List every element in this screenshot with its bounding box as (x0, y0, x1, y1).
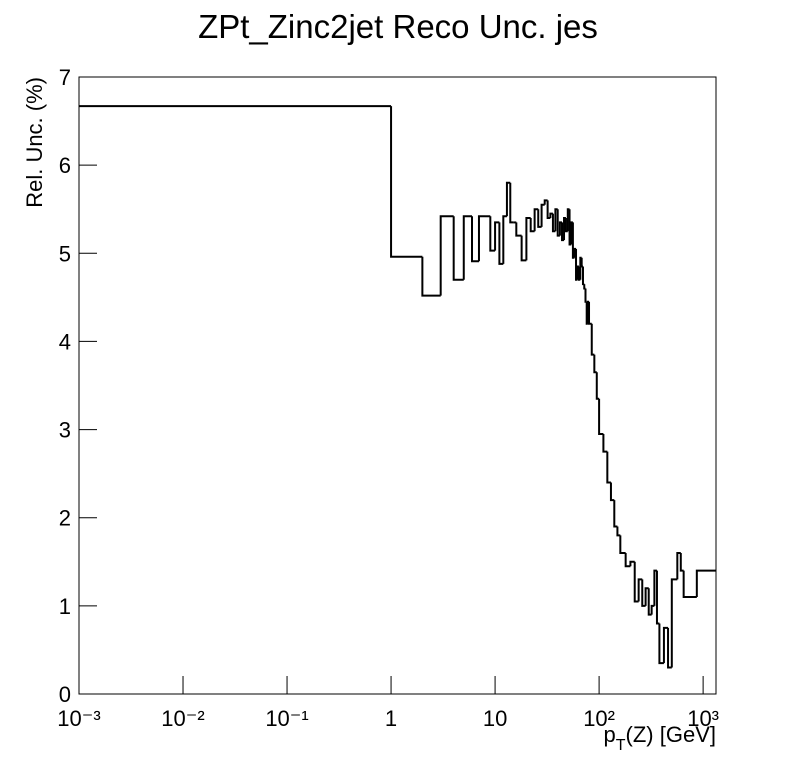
histogram-bin (577, 266, 581, 281)
x-tick-label: 1 (385, 706, 397, 731)
histogram-bin (566, 208, 570, 232)
histogram-bin (390, 106, 423, 258)
y-axis-label: Rel. Unc. (%) (22, 77, 47, 208)
histogram-bin (537, 209, 542, 228)
histogram-bin (462, 215, 473, 280)
histogram-bin (494, 221, 500, 251)
histogram-bin (676, 551, 681, 580)
x-label-sub: T (616, 737, 626, 754)
x-axis-label: pT(Z) [GeV] (604, 722, 716, 754)
histogram-bin (498, 222, 504, 265)
histogram-bin (580, 257, 583, 268)
x-tick-label: 10 (483, 706, 507, 731)
histogram-bin (598, 398, 604, 435)
histogram-bin (452, 216, 464, 281)
y-tick-label: 4 (59, 329, 71, 354)
histogram-bin (606, 451, 611, 484)
histogram-bin (509, 182, 514, 224)
histogram-bin (586, 300, 590, 324)
histogram-bin (641, 579, 646, 607)
x-label-rest: (Z) [GeV] (626, 722, 716, 747)
histogram-bin (515, 222, 522, 237)
histogram-bin (549, 212, 553, 219)
histogram-bin (575, 248, 578, 281)
x-label-main: p (604, 722, 616, 747)
x-tick-label: 10⁻² (161, 706, 204, 731)
histogram-bin (421, 256, 441, 297)
x-tick-label: 10³ (687, 706, 719, 731)
x-tick-label: 10⁻¹ (265, 706, 308, 731)
histogram-bin (533, 208, 539, 232)
histogram-bin (613, 500, 618, 528)
histogram-bin (609, 482, 615, 502)
histogram-bin (595, 372, 600, 400)
x-tick-label: 10² (583, 706, 615, 731)
histogram-bin (439, 215, 454, 296)
histogram-bin (629, 560, 635, 567)
histogram-bin (505, 181, 511, 217)
histogram-bin (489, 216, 496, 252)
histogram-bin (525, 217, 531, 261)
histogram-bin (554, 208, 558, 232)
y-tick-label: 7 (59, 65, 71, 90)
histogram-bin (624, 552, 631, 568)
y-tick-label: 0 (59, 682, 71, 707)
histogram-bin (529, 218, 535, 233)
histogram-bin (471, 216, 479, 263)
histogram-bin (658, 623, 664, 665)
plot-frame (78, 76, 717, 695)
y-tick-label: 2 (59, 506, 71, 531)
chart-title: ZPt_Zinc2jet Reco Unc. jes (198, 8, 598, 45)
y-tick-label: 3 (59, 418, 71, 443)
x-tick-label: 10⁻³ (57, 706, 100, 731)
histogram-bin (571, 222, 575, 259)
histogram-bin (584, 288, 587, 303)
histogram-bin (667, 627, 672, 669)
histogram-bin (662, 626, 669, 664)
y-tick-label: 1 (59, 594, 71, 619)
y-tick-label: 5 (59, 241, 71, 266)
histogram-bin (644, 587, 649, 606)
histogram-bin (576, 265, 579, 280)
histogram-bin (637, 578, 643, 602)
histogram-bin (502, 215, 507, 264)
y-tick-label: 6 (59, 153, 71, 178)
histogram-bin (682, 570, 697, 599)
histogram-bin (602, 433, 608, 453)
histogram-bin (670, 578, 678, 668)
histogram-bin (695, 569, 716, 598)
histogram-bin (546, 200, 551, 220)
histogram-bin (619, 535, 626, 554)
histogram-bin (633, 561, 639, 603)
histogram-bin (520, 235, 527, 262)
histogram-bin (540, 203, 545, 227)
histogram-bin (477, 215, 485, 262)
